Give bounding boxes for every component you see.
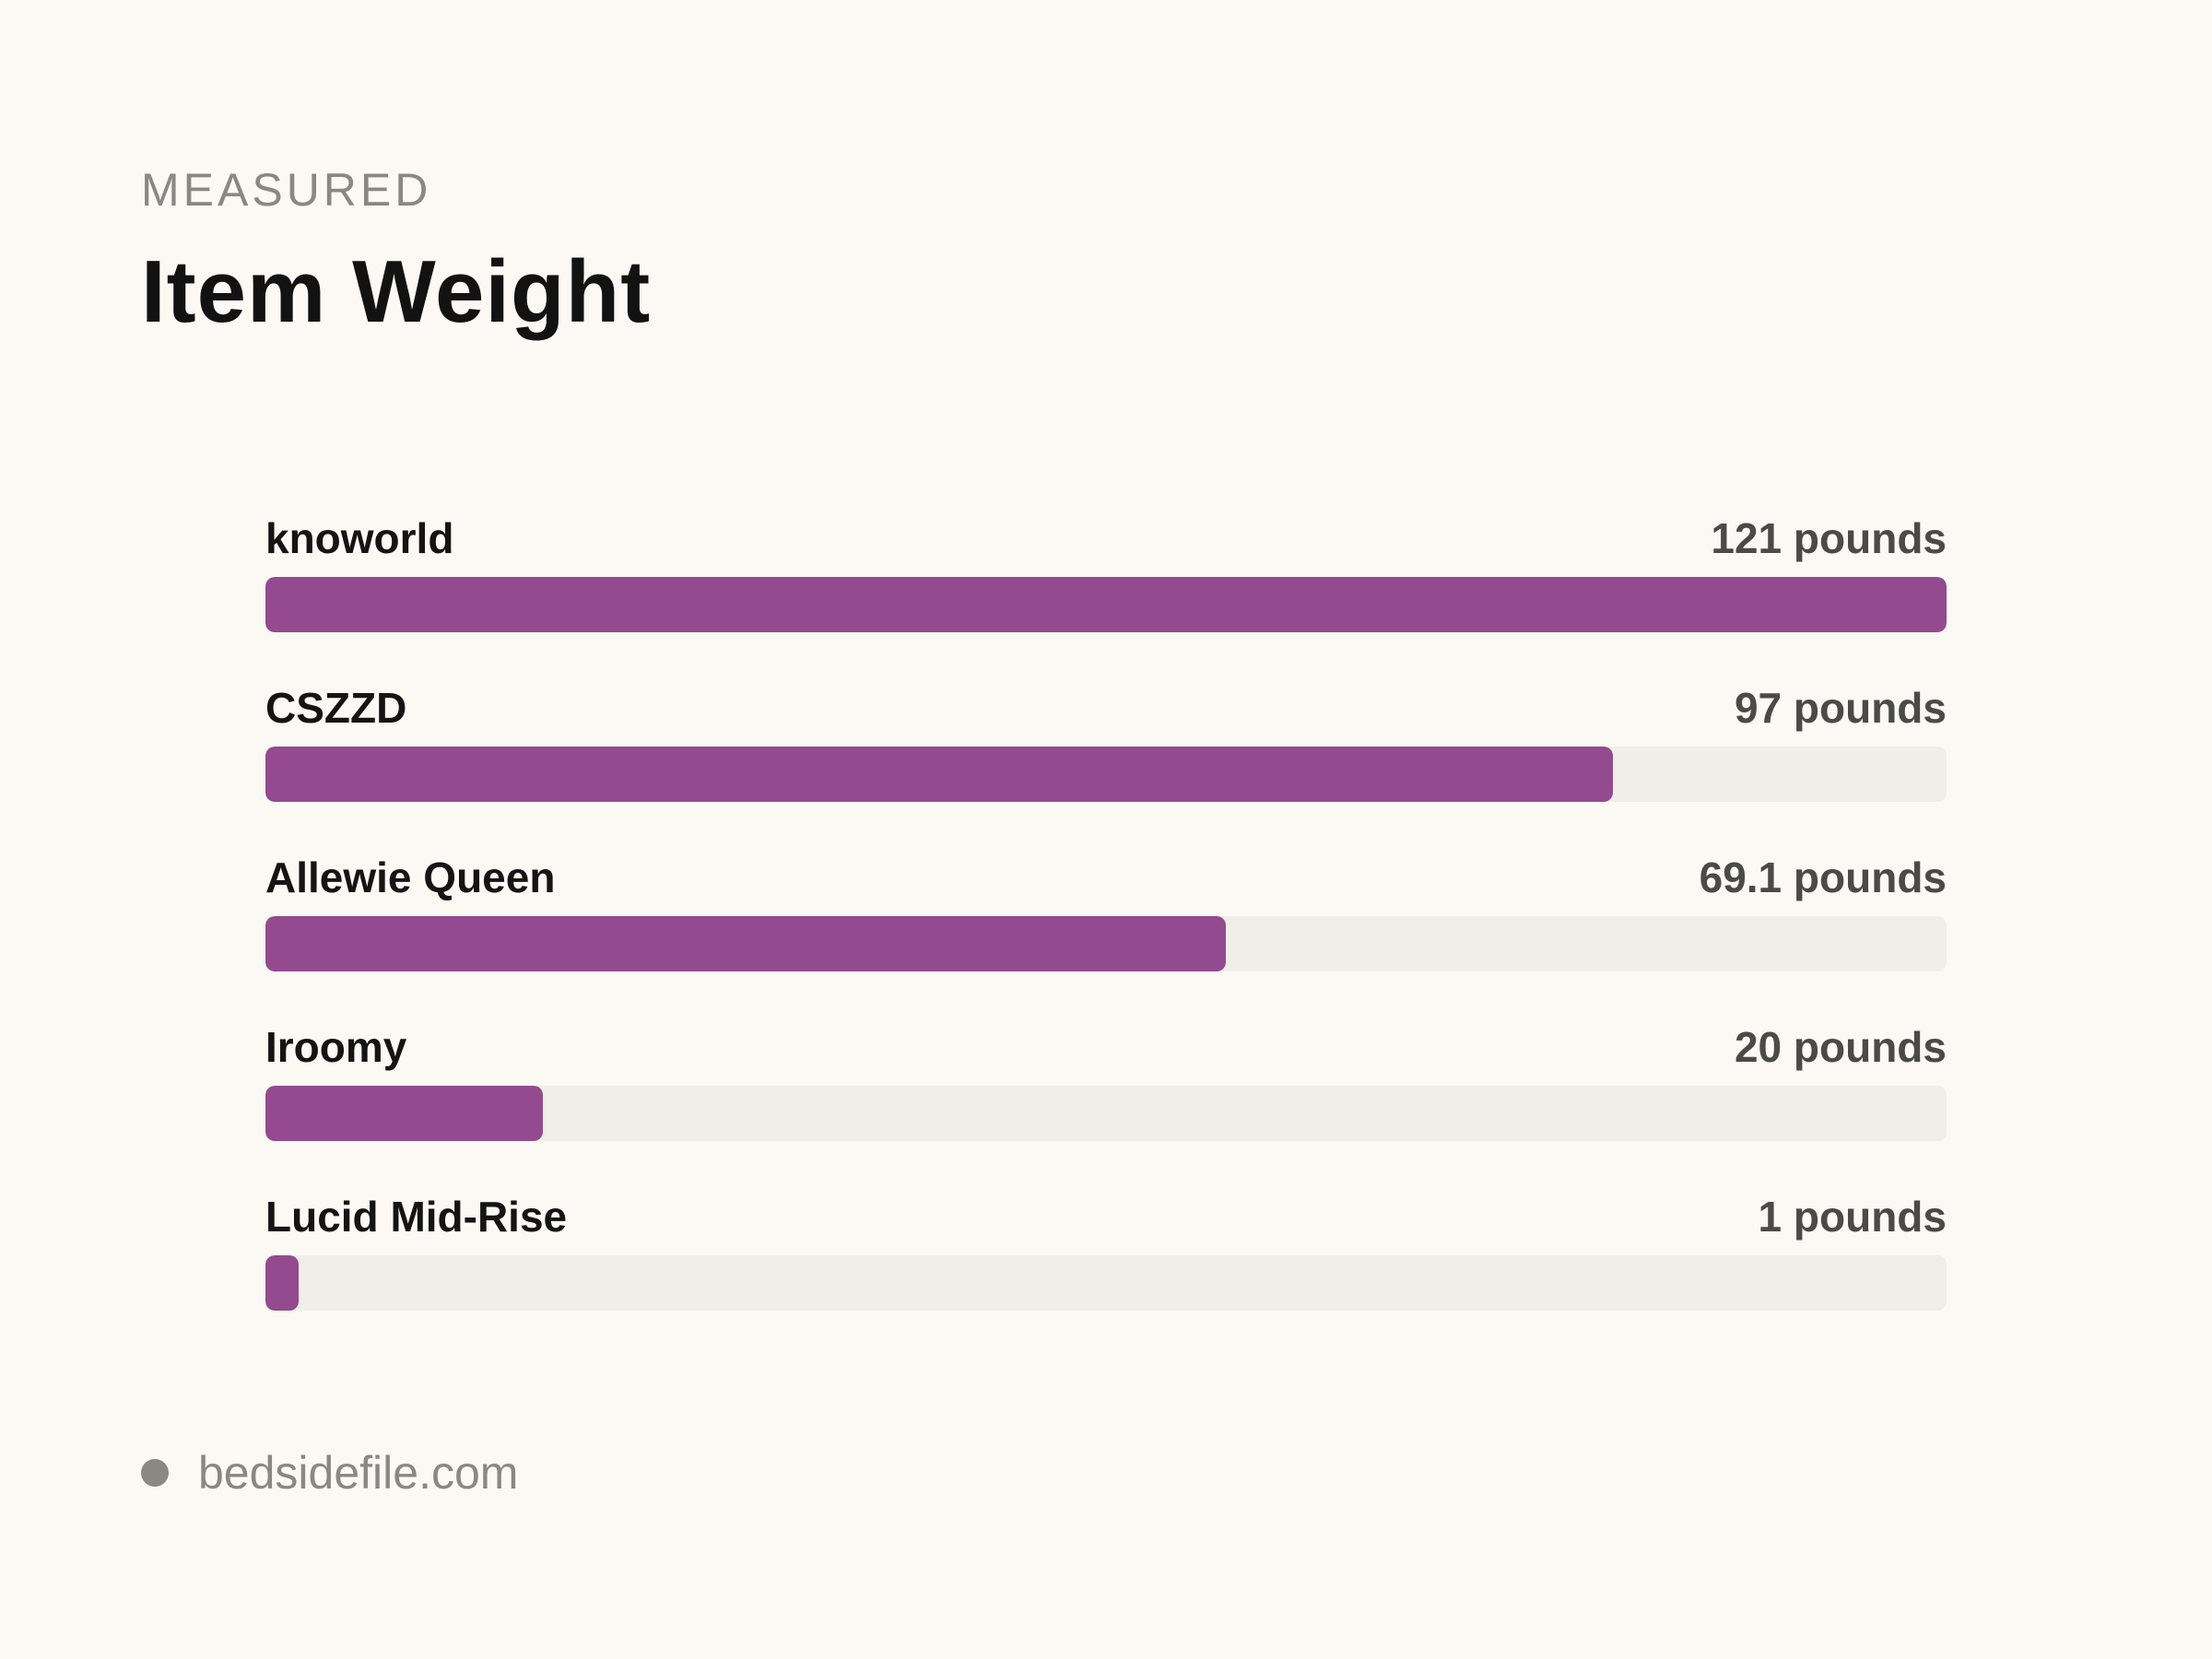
chart-title: Item Weight xyxy=(141,242,652,341)
bar-row-header: CSZZD 97 pounds xyxy=(265,678,1947,747)
bar xyxy=(265,1255,299,1311)
source-link[interactable]: bedsidefile.com xyxy=(198,1447,519,1499)
bar-category-label: Lucid Mid-Rise xyxy=(265,1193,568,1241)
bar-track xyxy=(265,747,1947,802)
bar-track xyxy=(265,1086,1947,1141)
bar-track xyxy=(265,1255,1947,1311)
bar-row: knoworld 121 pounds xyxy=(265,509,1947,678)
bar-track xyxy=(265,916,1947,971)
bar xyxy=(265,916,1226,971)
bar-value-label: 97 pounds xyxy=(1734,684,1947,732)
bar-row: Lucid Mid-Rise 1 pounds xyxy=(265,1187,1947,1357)
bar-value-label: 121 pounds xyxy=(1711,514,1947,562)
bar-value-label: 20 pounds xyxy=(1734,1023,1947,1071)
bar-row-header: Lucid Mid-Rise 1 pounds xyxy=(265,1187,1947,1255)
bar-row-header: Iroomy 20 pounds xyxy=(265,1018,1947,1086)
bar-category-label: CSZZD xyxy=(265,684,407,732)
bar xyxy=(265,577,1947,632)
bar-row-header: Allewie Queen 69.1 pounds xyxy=(265,848,1947,916)
source-dot-icon xyxy=(141,1459,169,1487)
bar-row-header: knoworld 121 pounds xyxy=(265,509,1947,577)
bar-track xyxy=(265,577,1947,632)
bar-value-label: 69.1 pounds xyxy=(1699,853,1947,901)
bar-category-label: Allewie Queen xyxy=(265,853,556,901)
bar-category-label: knoworld xyxy=(265,514,454,562)
footer: bedsidefile.com xyxy=(141,1443,518,1502)
bar-category-label: Iroomy xyxy=(265,1023,407,1071)
bar-value-label: 1 pounds xyxy=(1758,1193,1947,1241)
bar-row: CSZZD 97 pounds xyxy=(265,678,1947,848)
bar-chart: knoworld 121 pounds CSZZD 97 pounds Allewie … xyxy=(265,509,1947,1357)
bar xyxy=(265,747,1614,802)
bar-row: Allewie Queen 69.1 pounds xyxy=(265,848,1947,1018)
bar xyxy=(265,1086,544,1141)
chart-eyebrow: MEASURED xyxy=(141,164,432,216)
bar-row: Iroomy 20 pounds xyxy=(265,1018,1947,1187)
